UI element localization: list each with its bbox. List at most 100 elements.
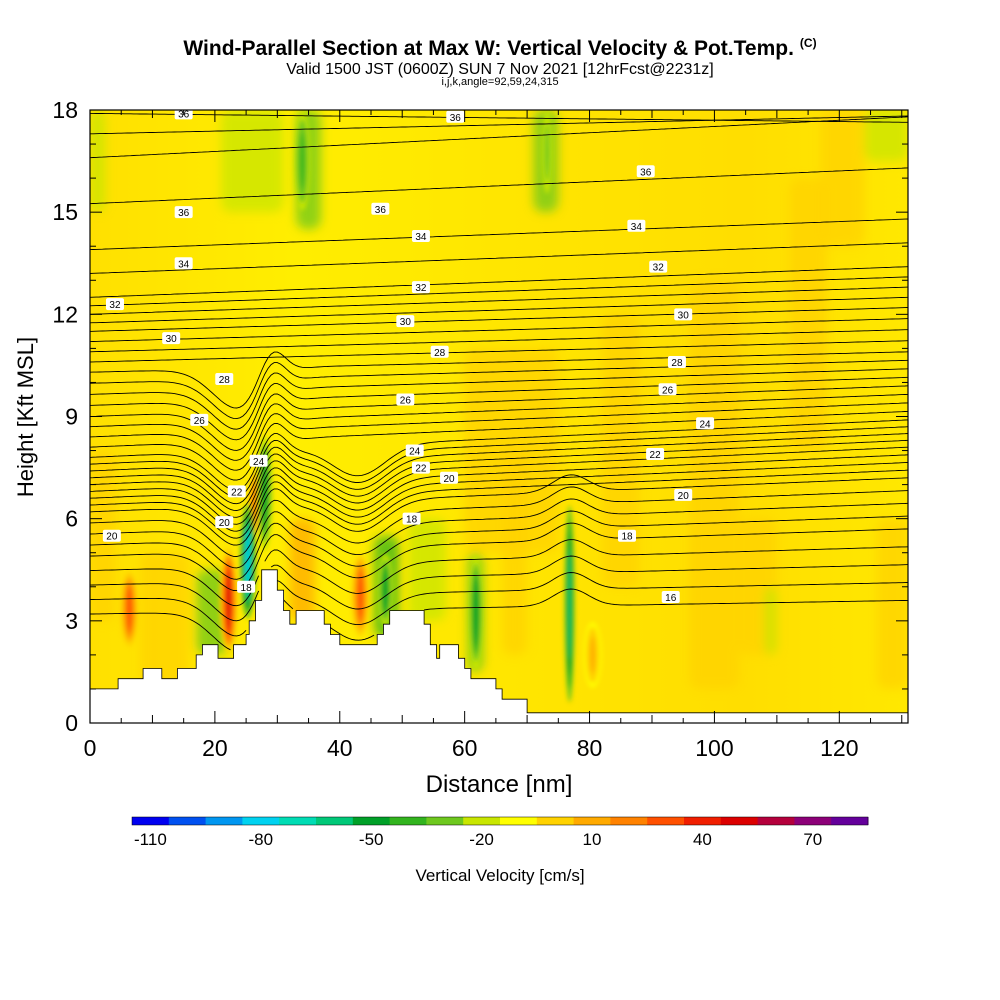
contour-label: 28 <box>667 356 686 369</box>
svg-text:32: 32 <box>109 300 121 311</box>
colorbar-swatch <box>720 817 759 825</box>
svg-text:22: 22 <box>650 450 662 461</box>
theta-contour-24.5 <box>90 410 908 481</box>
svg-text:36: 36 <box>178 208 190 219</box>
colorbar-swatch <box>205 817 243 825</box>
colorbar-swatch <box>610 817 648 825</box>
colorbar-tick-label: 10 <box>583 830 602 849</box>
field-region <box>90 110 106 213</box>
colorbar <box>131 816 869 826</box>
contour-label: 24 <box>249 454 268 468</box>
y-tick-label: 0 <box>65 710 78 736</box>
contour-label: 28 <box>430 345 449 359</box>
theta-contour-28 <box>90 351 908 409</box>
svg-text:16: 16 <box>665 593 677 604</box>
y-axis-label: Height [Kft MSL] <box>13 337 38 497</box>
velocity-field-features <box>90 110 908 689</box>
theta-contour-32 <box>90 266 908 298</box>
svg-text:32: 32 <box>653 263 665 274</box>
theta-contour-23.5 <box>90 426 908 498</box>
colorbar-swatch <box>316 817 354 825</box>
field-region <box>764 586 777 655</box>
y-tick-label: 15 <box>52 199 78 225</box>
field-region <box>602 314 640 587</box>
y-tick-label: 3 <box>65 608 78 634</box>
theta-contour-30 <box>90 307 908 332</box>
updraft-core <box>226 570 231 631</box>
contour-label: 20 <box>674 488 693 502</box>
terrain-profile <box>90 569 908 723</box>
updraft-core <box>358 571 363 619</box>
colorbar-tick-labels: -110 -80 -50 -20 10 40 70 <box>134 830 822 849</box>
colorbar-swatch <box>463 817 501 825</box>
colorbar-swatch <box>352 817 391 825</box>
copyright-mark: (C) <box>799 36 817 50</box>
theta-contour-16.5 <box>90 572 908 637</box>
contour-label: 32 <box>649 260 668 274</box>
x-tick-label: 40 <box>327 735 353 761</box>
theta-contour-34 <box>90 218 908 251</box>
contour-label: 32 <box>411 281 430 294</box>
y-tick-labels: 0 3 6 9 12 15 18 <box>52 97 78 736</box>
field-region <box>689 280 740 689</box>
contour-label: 18 <box>618 529 637 543</box>
contour-label: 26 <box>396 393 415 406</box>
contour-label: 26 <box>190 413 209 427</box>
theta-contour-35 <box>90 167 908 205</box>
theta-contour-lines <box>90 112 908 651</box>
svg-text:22: 22 <box>231 487 243 498</box>
colorbar-tick-label: 40 <box>693 830 712 849</box>
svg-text:28: 28 <box>434 348 446 359</box>
x-tick-label: 20 <box>202 735 228 761</box>
theta-contour-23 <box>90 433 908 505</box>
svg-text:20: 20 <box>106 532 118 543</box>
y-tick-label: 9 <box>65 404 78 430</box>
theta-contour-18 <box>90 522 908 592</box>
theta-contour-20 <box>90 474 908 546</box>
field-region <box>876 518 908 689</box>
field-region <box>289 518 315 621</box>
downdraft-core <box>568 547 571 660</box>
theta-contour-31.5 <box>90 276 908 307</box>
svg-text:26: 26 <box>662 385 674 396</box>
colorbar-swatch <box>794 817 832 825</box>
svg-text:24: 24 <box>253 457 265 468</box>
colorbar-swatch <box>242 817 280 825</box>
field-region <box>196 569 228 655</box>
theta-contour-17 <box>90 555 908 622</box>
theta-contour-19.5 <box>90 486 908 557</box>
svg-text:30: 30 <box>400 317 412 328</box>
downdraft-core <box>473 579 478 646</box>
colorbar-label: Vertical Velocity [cm/s] <box>415 866 584 885</box>
x-tick-label: 120 <box>820 735 858 761</box>
svg-text:20: 20 <box>443 474 455 485</box>
contour-label: 32 <box>105 298 124 311</box>
theta-contour-30.5 <box>90 296 908 324</box>
contour-label: 26 <box>658 383 677 396</box>
theta-contour-24 <box>90 419 908 491</box>
contour-label: 22 <box>227 485 246 498</box>
colorbar-swatch <box>132 817 170 825</box>
svg-text:24: 24 <box>699 419 711 430</box>
contour-label: 24 <box>405 444 424 458</box>
contour-label: 20 <box>102 529 121 543</box>
x-tick-label: 100 <box>695 735 733 761</box>
contour-label: 36 <box>446 110 465 124</box>
contour-label: 36 <box>636 165 655 178</box>
field-region <box>864 110 908 162</box>
colorbar-swatch <box>684 817 722 825</box>
colorbar-tick-label: -80 <box>249 830 274 849</box>
colorbar-tick-label: -110 <box>134 830 167 849</box>
svg-text:28: 28 <box>219 375 231 386</box>
updraft-core <box>590 636 595 674</box>
svg-text:30: 30 <box>678 310 690 321</box>
downdraft-core <box>383 569 388 611</box>
contour-label: 28 <box>215 373 234 386</box>
contour-label: 34 <box>174 257 193 270</box>
colorbar-swatch <box>573 817 611 825</box>
svg-text:26: 26 <box>400 395 412 406</box>
colorbar-swatch <box>757 817 795 825</box>
svg-text:22: 22 <box>415 464 427 475</box>
svg-text:36: 36 <box>178 109 190 120</box>
theta-contour-28.5 <box>90 340 908 363</box>
